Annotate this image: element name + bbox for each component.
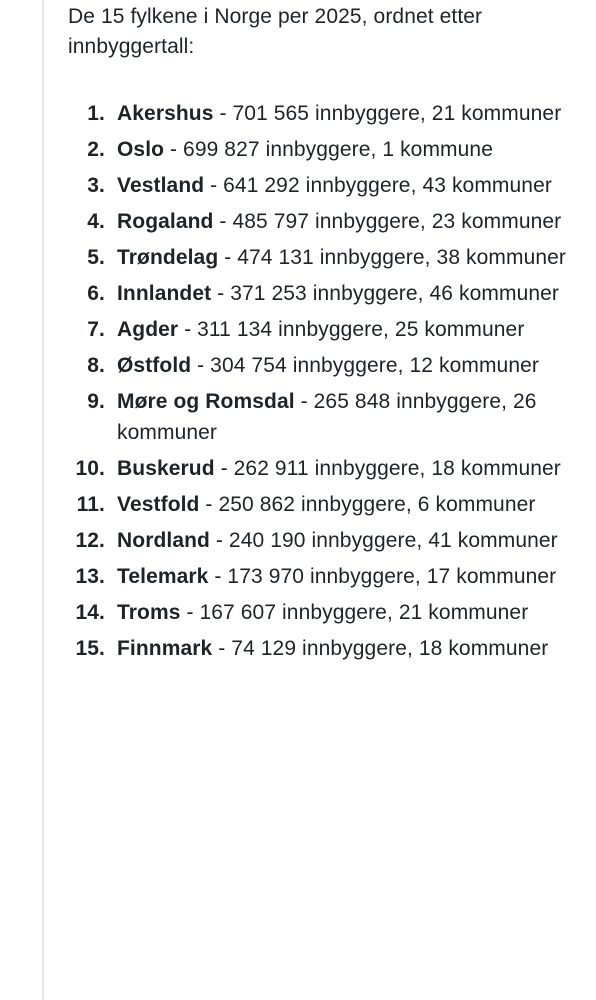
county-name: Telemark <box>117 565 209 588</box>
list-number: 6. <box>87 282 105 305</box>
list-item: 5. Trøndelag - 474 131 innbyggere, 38 kom… <box>68 242 578 273</box>
list-number: 13. <box>75 565 105 588</box>
county-detail: - 167 607 innbyggere, 21 kommuner <box>180 601 529 624</box>
list-item: 9. Møre og Romsdal - 265 848 innbyggere, … <box>68 386 578 448</box>
county-name: Vestland <box>117 174 205 197</box>
list-number: 8. <box>87 354 105 377</box>
intro-text: De 15 fylkene i Norge per 2025, ordnet e… <box>68 5 483 58</box>
list-number: 9. <box>87 390 105 413</box>
list-item: 4. Rogaland - 485 797 innbyggere, 23 komm… <box>68 206 578 237</box>
county-name: Agder <box>117 318 179 341</box>
message-content: De 15 fylkene i Norge per 2025, ordnet e… <box>68 0 578 669</box>
county-name: Akershus <box>117 102 214 125</box>
county-name: Innlandet <box>117 282 212 305</box>
list-item: 14. Troms - 167 607 innbyggere, 21 kommun… <box>68 597 578 628</box>
list-number: 5. <box>87 246 105 269</box>
list-number: 3. <box>87 174 105 197</box>
list-number: 10. <box>75 457 105 480</box>
county-detail: - 304 754 innbyggere, 12 kommuner <box>191 354 539 377</box>
county-detail: - 262 911 innbyggere, 18 kommuner <box>214 457 561 480</box>
county-detail: - 371 253 innbyggere, 46 kommuner <box>211 282 560 305</box>
county-detail: - 641 292 innbyggere, 43 kommuner <box>204 174 552 197</box>
list-number: 7. <box>87 318 105 341</box>
left-border-rule <box>42 0 44 1000</box>
county-name: Møre og Romsdal <box>117 390 295 413</box>
list-number: 11. <box>76 493 105 516</box>
county-detail: - 311 134 innbyggere, 25 kommuner <box>178 318 525 341</box>
list-item: 3. Vestland - 641 292 innbyggere, 43 komm… <box>68 170 578 201</box>
county-detail: - 699 827 innbyggere, 1 kommune <box>164 138 493 161</box>
county-name: Nordland <box>117 529 210 552</box>
list-item: 11. Vestfold - 250 862 innbyggere, 6 komm… <box>68 489 578 520</box>
county-detail: - 485 797 innbyggere, 23 kommuner <box>213 210 562 233</box>
list-number: 4. <box>87 210 105 233</box>
county-detail: - 250 862 innbyggere, 6 kommuner <box>199 493 536 516</box>
list-item: 2. Oslo - 699 827 innbyggere, 1 kommune <box>68 134 578 165</box>
county-detail: - 265 848 innbyggere, 26 kommuner <box>117 390 537 444</box>
list-number: 1. <box>87 102 105 125</box>
county-name: Østfold <box>117 354 192 377</box>
county-detail: - 74 129 innbyggere, 18 kommuner <box>212 637 549 660</box>
county-name: Rogaland <box>117 210 214 233</box>
list-item: 15. Finnmark - 74 129 innbyggere, 18 komm… <box>68 633 578 664</box>
county-detail: - 240 190 innbyggere, 41 kommuner <box>209 529 558 552</box>
county-detail: - 173 970 innbyggere, 17 kommuner <box>208 565 557 588</box>
list-number: 15. <box>75 637 105 660</box>
county-name: Troms <box>117 601 181 624</box>
county-name: Vestfold <box>117 493 200 516</box>
list-item: 6. Innlandet - 371 253 innbyggere, 46 kom… <box>68 278 578 309</box>
list-item: 7. Agder - 311 134 innbyggere, 25 kommune… <box>68 314 578 345</box>
county-name: Trøndelag <box>117 246 219 269</box>
county-detail: - 474 131 innbyggere, 38 kommuner <box>218 246 567 269</box>
county-detail: - 701 565 innbyggere, 21 kommuner <box>213 102 562 125</box>
list-item: 13. Telemark - 173 970 innbyggere, 17 kom… <box>68 561 578 592</box>
list-item: 10. Buskerud - 262 911 innbyggere, 18 kom… <box>68 453 578 484</box>
list-item: 12. Nordland - 240 190 innbyggere, 41 kom… <box>68 525 578 556</box>
county-list: 1. Akershus - 701 565 innbyggere, 21 komm… <box>68 98 578 664</box>
list-number: 14. <box>75 601 105 624</box>
list-item: 8. Østfold - 304 754 innbyggere, 12 kommu… <box>68 350 578 381</box>
county-name: Finnmark <box>117 637 213 660</box>
list-number: 2. <box>87 138 105 161</box>
county-name: Oslo <box>117 138 165 161</box>
list-item: 1. Akershus - 701 565 innbyggere, 21 komm… <box>68 98 578 129</box>
list-number: 12. <box>75 529 105 552</box>
county-name: Buskerud <box>117 457 215 480</box>
